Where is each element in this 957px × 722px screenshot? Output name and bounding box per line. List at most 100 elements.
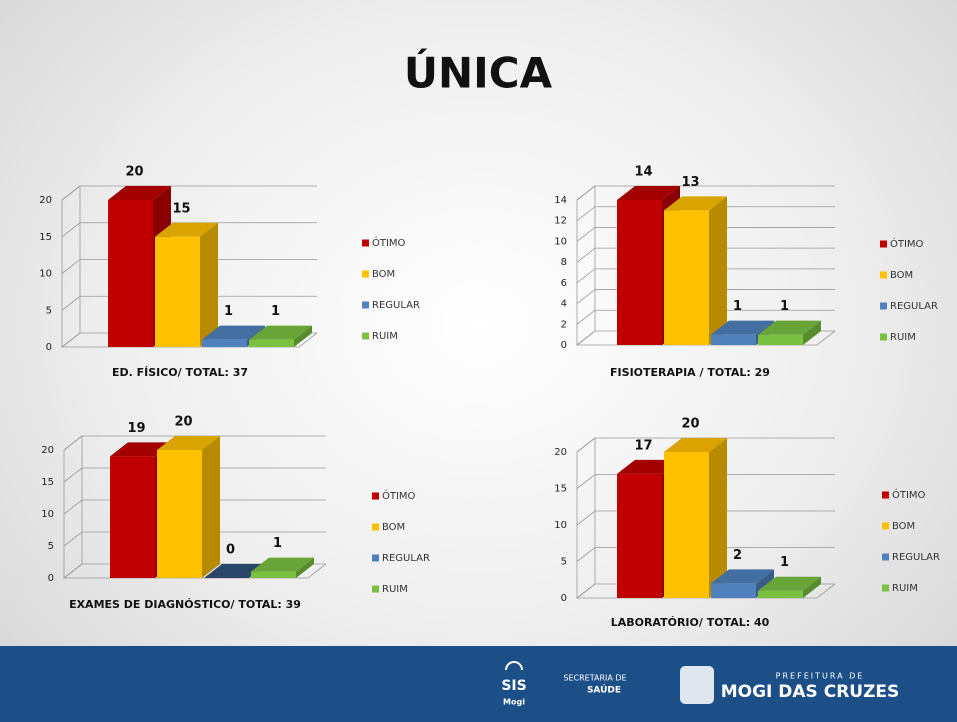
- grid-line: [576, 474, 835, 489]
- bar: [711, 569, 774, 598]
- bar: [157, 436, 220, 578]
- secretaria: SECRETARIA DE: [563, 674, 626, 683]
- legend-swatch: [882, 553, 889, 561]
- bar-side: [709, 438, 727, 598]
- grid-line: [576, 247, 835, 263]
- legend-swatch: [372, 492, 379, 500]
- y-tick-label: 12: [554, 216, 567, 227]
- bar-top: [251, 557, 314, 572]
- bar-front: [157, 450, 202, 578]
- grid-line: [576, 437, 835, 453]
- legend-label: REGULAR: [372, 300, 420, 311]
- legend-label: BOM: [890, 270, 913, 281]
- data-label: 0: [226, 543, 235, 558]
- legend-label: RUIM: [372, 331, 398, 342]
- grid-line: [63, 499, 326, 515]
- legend-label: BOM: [372, 269, 395, 280]
- y-tick-label: 10: [554, 520, 567, 531]
- sis-logo: SIS: [501, 678, 526, 694]
- bar: [758, 320, 821, 345]
- bar-front: [711, 334, 756, 345]
- legend-label: RUIM: [382, 584, 408, 595]
- bar: [758, 576, 821, 598]
- grid-line: [576, 547, 835, 562]
- y-tick-label: 0: [561, 593, 567, 604]
- bar-front: [110, 456, 155, 578]
- bar: [664, 438, 727, 598]
- grid-line: [61, 259, 317, 274]
- bar-front: [249, 339, 294, 347]
- grid-line: [576, 309, 835, 325]
- legend-label: BOM: [382, 522, 405, 533]
- y-tick-label: 20: [39, 195, 52, 206]
- bar-front: [758, 590, 803, 598]
- data-label: 17: [634, 438, 652, 453]
- data-label: 13: [681, 175, 699, 190]
- bar-front: [664, 452, 709, 598]
- data-label: 1: [780, 299, 789, 314]
- grid-line: [63, 467, 326, 483]
- bar: [664, 196, 727, 345]
- y-tick-label: 15: [39, 232, 52, 243]
- bar-side: [202, 436, 220, 578]
- chart-title: FISIOTERAPIA / TOTAL: 29: [610, 366, 770, 379]
- bar-top: [108, 186, 171, 200]
- prefeitura: PREFEITURA DE: [776, 672, 865, 681]
- data-label: 15: [172, 201, 190, 216]
- bar-top: [664, 196, 727, 211]
- legend-label: REGULAR: [892, 552, 940, 563]
- y-tick-label: 0: [46, 342, 52, 353]
- city-crest: [680, 666, 714, 704]
- data-label: 1: [224, 304, 233, 319]
- sis-icon: [505, 661, 523, 671]
- bar-front: [664, 210, 709, 345]
- legend-swatch: [880, 240, 887, 248]
- city-name: MOGI DAS CRUZES: [721, 682, 900, 702]
- back-wall: [576, 185, 596, 346]
- y-tick-label: 10: [41, 509, 54, 520]
- bar-top: [711, 569, 774, 584]
- data-label: 20: [125, 165, 143, 180]
- grid-line: [576, 206, 835, 222]
- grid-line: [61, 185, 317, 201]
- bar-top: [202, 325, 265, 340]
- bar: [251, 557, 314, 578]
- chart-title: ED. FÍSICO/ TOTAL: 37: [111, 366, 249, 379]
- y-tick-label: 5: [48, 541, 54, 552]
- footer: SIS Mogi SECRETARIA DE SAÚDE PREFEITURA …: [0, 646, 957, 722]
- bar-side: [803, 320, 821, 345]
- data-label: 1: [271, 304, 280, 319]
- grid-line: [576, 268, 835, 284]
- legend-label: REGULAR: [382, 553, 430, 564]
- legend-swatch: [880, 333, 887, 341]
- y-tick-label: 8: [561, 257, 567, 268]
- y-tick-label: 10: [554, 236, 567, 247]
- y-tick-label: 5: [561, 557, 567, 568]
- saude: SAÚDE: [587, 684, 621, 696]
- y-tick-label: 20: [554, 447, 567, 458]
- legend-swatch: [372, 585, 379, 593]
- bar-top: [758, 320, 821, 335]
- legend-label: REGULAR: [890, 301, 938, 312]
- legend-swatch: [882, 491, 889, 499]
- y-tick-label: 6: [561, 278, 567, 289]
- legend-label: RUIM: [890, 332, 916, 343]
- legend-label: ÓTIMO: [890, 237, 924, 250]
- bar-front: [617, 473, 662, 598]
- y-tick-label: 2: [561, 319, 567, 330]
- legend-swatch: [880, 302, 887, 310]
- data-label: 20: [681, 417, 699, 432]
- bar-top: [758, 576, 821, 591]
- bar-side: [200, 222, 218, 347]
- legend-label: RUIM: [892, 583, 918, 594]
- grid-line: [61, 222, 317, 238]
- bar-front: [758, 334, 803, 345]
- grid-line: [576, 510, 835, 526]
- y-tick-label: 10: [39, 269, 52, 280]
- y-tick-label: 5: [46, 305, 52, 316]
- legend-swatch: [362, 239, 369, 247]
- bar-side: [803, 576, 821, 598]
- bar-front: [251, 571, 296, 578]
- data-label: 1: [273, 536, 282, 551]
